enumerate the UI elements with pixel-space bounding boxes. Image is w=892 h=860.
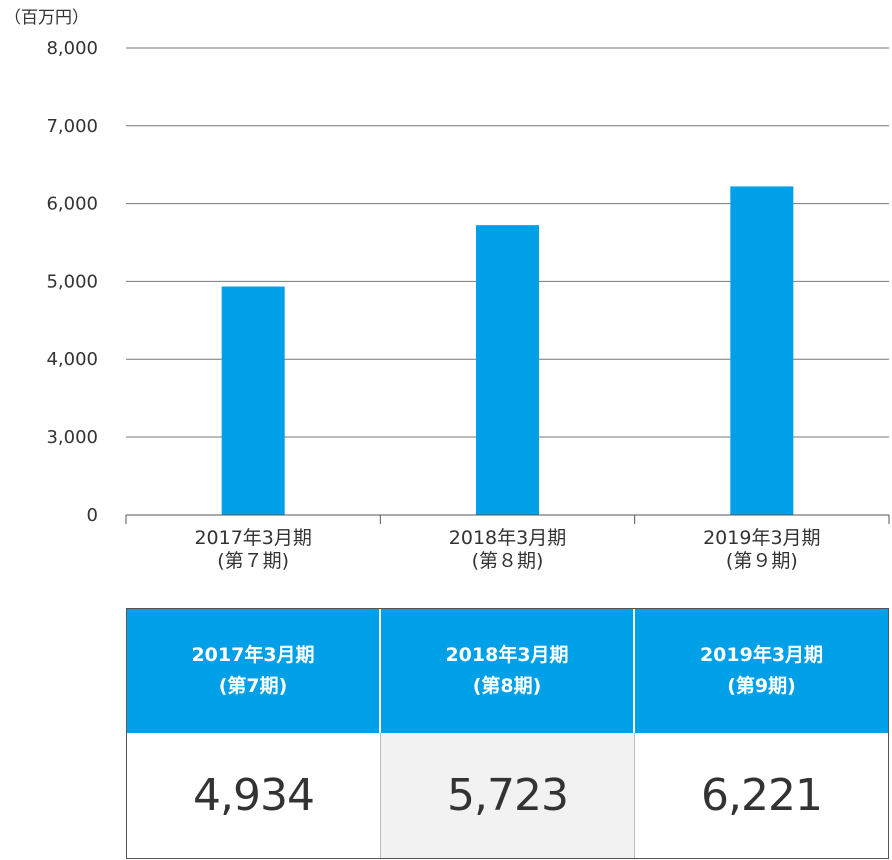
header-period: 2019年3月期 [699,644,824,666]
table-value-cell: 5,723 [381,733,635,858]
y-tick-label: 8,000 [46,38,98,59]
summary-table: 2017年3月期 (第7期) 2018年3月期 (第8期) 2019年3月期 (… [126,608,889,859]
bar [476,225,539,515]
x-tick-label: (第８期) [472,550,544,572]
bar-chart: 0 3,000 4,000 5,000 6,000 7,000 8,000 2017年3月期… [46,38,890,572]
table-value-cell: 4,934 [127,733,381,858]
y-tick-label: 3,000 [46,427,98,448]
header-term: (第8期) [472,675,542,697]
y-tick-label: 4,000 [46,349,98,370]
x-tick-label: 2018年3月期 [449,527,566,549]
bars [221,186,794,516]
header-term: (第9期) [727,675,796,697]
x-tick-label: 2019年3月期 [703,527,820,549]
table-value-cell: 6,221 [701,770,823,821]
y-tick-label: 0 [87,505,98,526]
y-tick-label: 7,000 [46,116,98,137]
x-axis [125,514,890,524]
header-term: (第7期) [218,675,288,697]
bar [730,186,794,516]
table-header-cell: 2019年3月期 (第9期) [635,609,888,733]
y-axis-ticks: 0 3,000 4,000 5,000 6,000 7,000 8,000 [46,38,98,526]
y-tick-label: 5,000 [46,271,98,292]
table-header-cell: 2018年3月期 (第8期) [381,609,635,733]
bar [221,286,285,515]
header-period: 2018年3月期 [445,644,569,666]
x-axis-labels: 2017年3月期(第７期) 2018年3月期(第８期) 2019年3月期(第９期) [194,527,820,572]
table-header-cell: 2017年3月期 (第7期) [127,609,381,733]
x-tick-label: (第７期) [217,550,289,572]
x-tick-label: 2017年3月期 [194,527,311,549]
y-tick-label: 6,000 [46,194,98,215]
header-period: 2017年3月期 [191,644,315,666]
x-tick-label: (第９期) [726,550,798,572]
y-axis-unit-label: （百万円） [4,8,89,28]
